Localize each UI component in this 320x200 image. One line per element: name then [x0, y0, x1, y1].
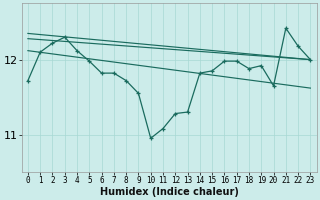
X-axis label: Humidex (Indice chaleur): Humidex (Indice chaleur) [100, 187, 239, 197]
